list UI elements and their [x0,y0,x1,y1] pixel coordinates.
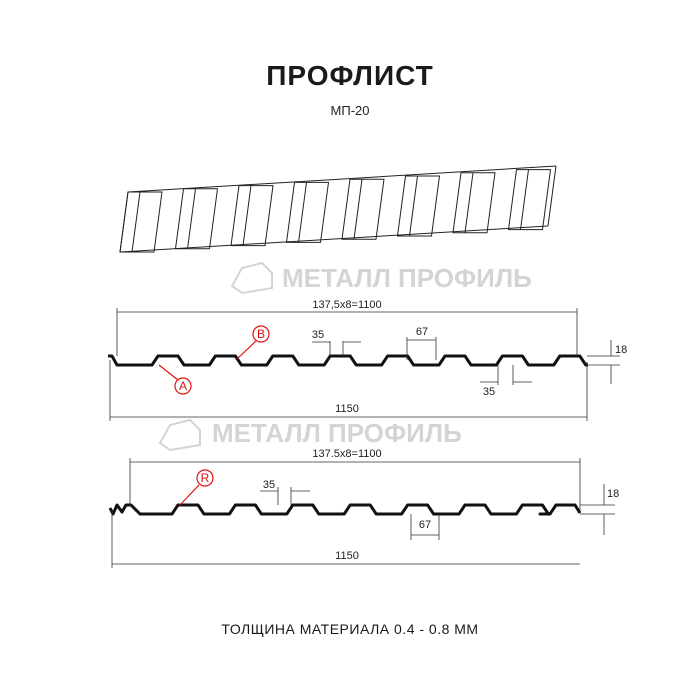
height-label: 18 [615,344,627,356]
total-width-label: 1150 [335,403,359,415]
callout-r-label: R [201,471,210,485]
callout-a [174,377,192,395]
watermark-text: МЕТАЛЛ ПРОФИЛЬ [282,263,532,293]
callout-b-label: B [257,327,265,341]
profile-bottom: 137.5x8=1100 1150 35 67 18 R [108,448,619,568]
watermark-text: МЕТАЛЛ ПРОФИЛЬ [212,418,462,448]
rib-bottom-label: 35 [483,386,495,398]
span-label: 137.5x8=1100 [312,448,381,460]
sheet-outline [119,165,557,253]
sheet-rib [396,175,441,237]
callout-b [252,325,270,343]
profile-top: 137,5x8=1100 1150 35 67 35 18 A B [108,299,627,421]
sheet-rib [341,178,385,240]
page-subtitle: МП-20 [330,103,370,118]
watermark-1: МЕТАЛЛ ПРОФИЛЬ [230,261,532,295]
callout-r [196,469,214,487]
sheet-rib [230,185,274,247]
sheet-3d-view [119,165,557,253]
sheet-rib [452,172,496,234]
callout-a-label: A [179,379,187,393]
profile-line [108,503,582,516]
profile-line [108,354,588,367]
sheet-rib [285,181,330,243]
height-label: 18 [607,488,619,500]
span-label: 137,5x8=1100 [312,299,381,311]
rib-gap-label: 67 [419,519,431,531]
rib-top-label: 35 [312,329,324,341]
rib-top-label: 35 [263,479,275,491]
watermark-2: МЕТАЛЛ ПРОФИЛЬ [158,418,462,452]
material-thickness-note: ТОЛЩИНА МАТЕРИАЛА 0.4 - 0.8 ММ [221,621,479,637]
rib-gap-label: 67 [416,326,428,338]
page-title: ПРОФЛИСТ [266,60,434,91]
sheet-rib [174,188,219,250]
sheet-rib [507,169,552,231]
total-width-label: 1150 [335,550,359,562]
